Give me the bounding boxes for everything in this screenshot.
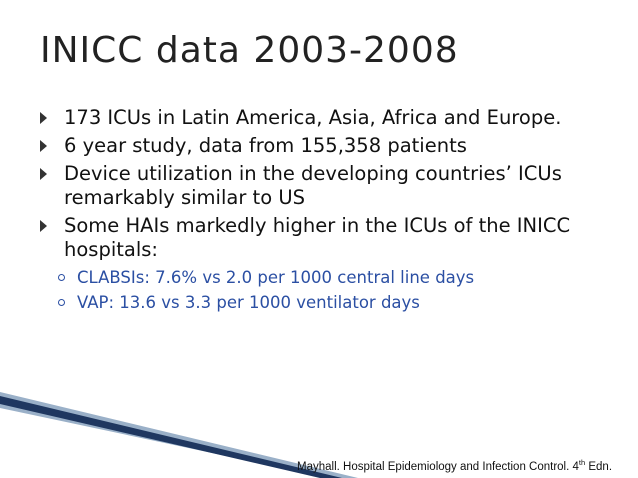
sub-bullet-item: CLABSIs: 7.6% vs 2.0 per 1000 central li… [58, 265, 630, 290]
citation-main: Mayhall. Hospital Epidemiology and Infec… [297, 460, 579, 473]
bullet-item: 173 ICUs in Latin America, Asia, Africa … [40, 106, 630, 130]
slide-title: INICC data 2003-2008 [40, 30, 459, 71]
swoosh-dark-band [0, 396, 342, 478]
bullet-item: 6 year study, data from 155,358 patients [40, 134, 630, 158]
swoosh-light-band [0, 392, 358, 478]
citation-sup: th [578, 458, 586, 467]
citation-end: Edn. [585, 460, 613, 473]
triangle-bullet-icon [40, 220, 47, 232]
bullet-item: Some HAIs markedly higher in the ICUs of… [40, 214, 630, 315]
bullet-list: 173 ICUs in Latin America, Asia, Africa … [40, 106, 630, 319]
bullet-text: 173 ICUs in Latin America, Asia, Africa … [64, 106, 562, 129]
bullet-item: Device utilization in the developing cou… [40, 162, 630, 210]
sub-bullet-text: VAP: 13.6 vs 3.3 per 1000 ventilator day… [77, 293, 420, 312]
bullet-text: Some HAIs markedly higher in the ICUs of… [64, 214, 571, 261]
bullet-text: Device utilization in the developing cou… [64, 162, 562, 209]
swoosh-white-band [0, 412, 300, 478]
bullet-text: 6 year study, data from 155,358 patients [64, 134, 467, 157]
sub-bullet-list: CLABSIs: 7.6% vs 2.0 per 1000 central li… [58, 265, 630, 315]
sub-bullet-item: VAP: 13.6 vs 3.3 per 1000 ventilator day… [58, 290, 630, 315]
sub-bullet-text: CLABSIs: 7.6% vs 2.0 per 1000 central li… [77, 268, 475, 287]
citation: Mayhall. Hospital Epidemiology and Infec… [297, 458, 612, 473]
triangle-bullet-icon [40, 140, 47, 152]
triangle-bullet-icon [40, 168, 47, 180]
ring-bullet-icon [58, 299, 65, 306]
ring-bullet-icon [58, 274, 65, 281]
triangle-bullet-icon [40, 112, 47, 124]
